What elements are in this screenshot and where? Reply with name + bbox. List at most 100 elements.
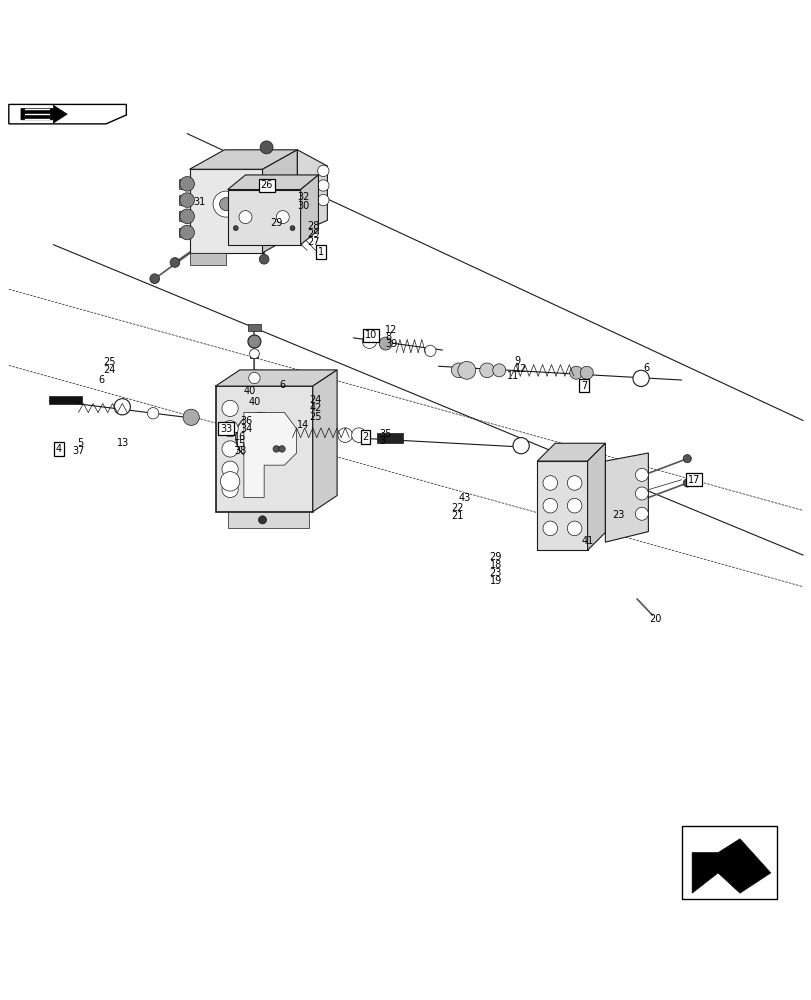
Circle shape [212,191,238,217]
Circle shape [543,521,557,536]
Text: 43: 43 [458,493,470,503]
Circle shape [635,507,647,520]
Circle shape [682,479,690,487]
Text: 19: 19 [489,576,501,586]
Circle shape [260,141,272,154]
Bar [376,433,402,443]
Text: 22: 22 [451,503,463,513]
Text: 41: 41 [581,536,593,546]
Text: 25: 25 [309,412,322,422]
Text: 6: 6 [642,363,649,373]
Circle shape [234,220,250,237]
Text: 5: 5 [77,438,83,448]
Circle shape [569,366,582,379]
Polygon shape [262,150,297,253]
Circle shape [635,487,647,500]
Circle shape [220,472,239,491]
Circle shape [221,421,238,437]
Text: 20: 20 [649,614,661,624]
Text: 25: 25 [104,357,116,367]
Circle shape [567,498,581,513]
Polygon shape [227,175,318,190]
Polygon shape [587,443,605,550]
Text: 26: 26 [260,180,272,190]
Text: 37: 37 [72,446,84,456]
Circle shape [179,193,194,207]
Circle shape [233,226,238,231]
Bar [178,195,187,205]
Text: 16: 16 [234,432,246,442]
Polygon shape [537,443,605,461]
Text: 23: 23 [612,510,624,520]
Circle shape [179,177,194,191]
Bar [178,228,187,237]
Text: 23: 23 [489,568,501,578]
Text: 33: 33 [220,424,232,434]
Text: 13: 13 [118,438,130,448]
Circle shape [247,195,253,202]
Polygon shape [227,190,300,245]
Circle shape [379,337,392,350]
Polygon shape [189,253,225,265]
Text: 12: 12 [384,325,397,335]
Circle shape [179,225,194,240]
Text: 6: 6 [98,375,104,385]
Circle shape [219,198,232,211]
Circle shape [272,446,279,452]
Circle shape [580,366,593,379]
Text: 1: 1 [317,247,324,257]
Polygon shape [21,105,67,123]
Circle shape [238,211,251,224]
Text: 30: 30 [297,201,309,211]
Circle shape [543,476,557,490]
Circle shape [290,226,294,231]
Circle shape [317,180,328,191]
Text: 38: 38 [234,446,246,456]
Bar [178,179,187,189]
Text: 29: 29 [270,218,283,228]
Polygon shape [297,150,327,233]
Text: 15: 15 [234,439,247,449]
Text: 24: 24 [309,395,321,405]
Circle shape [250,427,269,446]
Polygon shape [189,169,262,253]
Bar [680,826,776,899]
Bar [178,211,187,221]
Circle shape [317,194,328,206]
Circle shape [362,334,376,348]
Bar [250,350,258,358]
Circle shape [682,455,690,463]
Text: 3: 3 [379,436,385,446]
Circle shape [235,412,284,461]
Text: 24: 24 [104,365,116,375]
Polygon shape [189,150,297,169]
Circle shape [543,498,557,513]
Circle shape [479,363,494,378]
Circle shape [114,399,131,415]
Text: 34: 34 [239,424,251,434]
Polygon shape [215,386,312,512]
Circle shape [258,516,266,524]
Text: 21: 21 [451,511,463,521]
Polygon shape [537,461,587,550]
Circle shape [457,361,475,379]
Circle shape [513,438,529,454]
Text: 39: 39 [384,339,397,349]
Text: 35: 35 [379,429,391,439]
Polygon shape [691,839,770,893]
Circle shape [351,428,366,442]
Text: 17: 17 [687,475,699,485]
Text: 27: 27 [307,237,320,247]
Bar [247,324,260,331]
Text: 29: 29 [489,552,501,562]
Circle shape [249,349,259,359]
Circle shape [259,254,268,264]
Circle shape [169,258,179,267]
Text: 29: 29 [307,229,319,239]
Circle shape [182,409,199,425]
Circle shape [247,335,260,348]
Circle shape [148,408,159,419]
Polygon shape [215,370,337,386]
Circle shape [451,363,466,378]
Text: 31: 31 [193,197,206,207]
